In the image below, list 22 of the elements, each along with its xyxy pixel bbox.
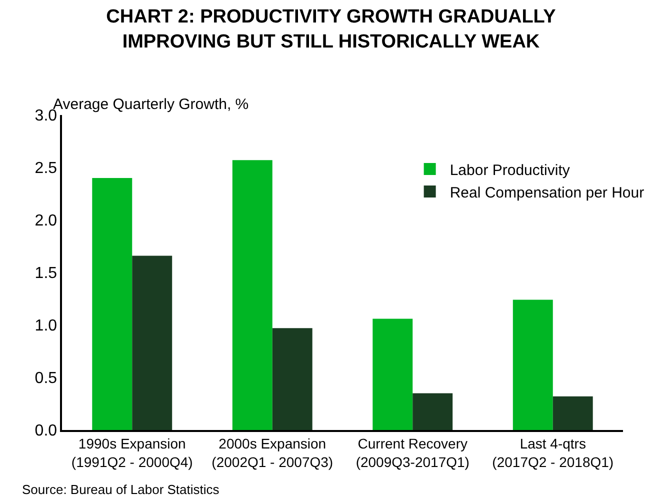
bar: [372, 318, 413, 430]
bar: [92, 178, 132, 430]
y-tick-label: 2.0: [34, 212, 58, 230]
x-tick-label: Current Recovery (2009Q3-2017Q1): [356, 436, 470, 470]
legend-label: Labor Productivity: [450, 162, 570, 179]
x-tick-label: Last 4-qtrs (2017Q2 - 2018Q1): [492, 436, 614, 470]
legend-label: Real Compensation per Hour: [450, 184, 644, 202]
y-tick-label: 0.5: [34, 370, 58, 388]
chart-title: CHART 2: PRODUCTIVITY GROWTH GRADUALLY IMPROVING BUT STILL HISTORICALLY WEAK: [106, 6, 556, 52]
x-tick-label: 2000s Expansion (2002Q1 - 2007Q3): [212, 436, 334, 470]
y-tick-label: 1.5: [34, 265, 58, 282]
y-tick-label: 0.0: [34, 422, 58, 440]
bar: [512, 300, 553, 430]
bar: [412, 393, 453, 430]
bar: [232, 160, 272, 430]
source-note: Source: Bureau of Labor Statistics: [22, 482, 220, 497]
bar: [552, 396, 593, 430]
x-tick-label: 1990s Expansion (1991Q2 - 2000Q4): [71, 436, 193, 470]
y-tick-label: 2.5: [34, 160, 58, 178]
bar: [132, 256, 172, 430]
bar: [272, 328, 312, 430]
y-tick-label: 1.0: [34, 318, 58, 335]
